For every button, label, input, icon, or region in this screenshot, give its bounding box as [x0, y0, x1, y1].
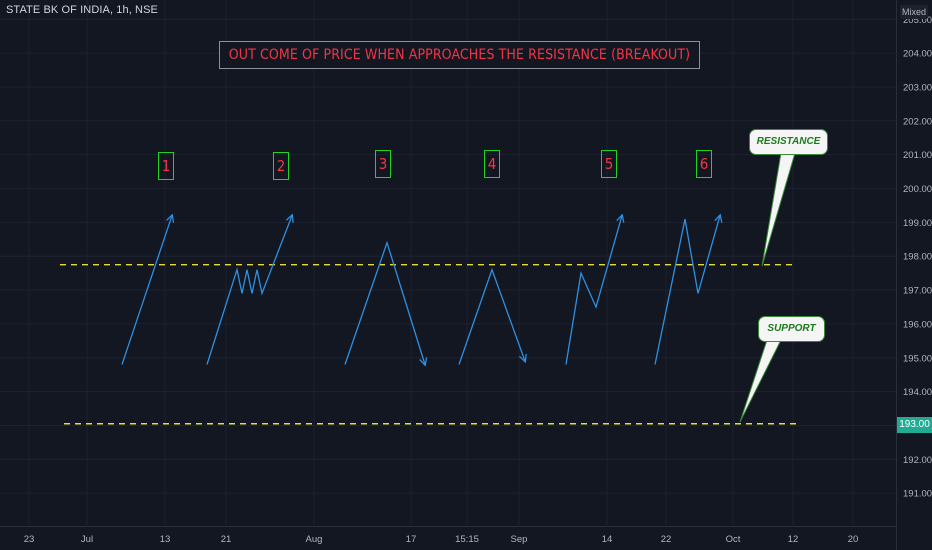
y-tick-label: 199.00	[903, 218, 932, 229]
pattern-path-1[interactable]	[121, 216, 172, 365]
pattern-number-4[interactable]: 4	[484, 150, 500, 178]
x-tick-label: 21	[221, 534, 232, 545]
y-tick-label: 197.00	[903, 286, 932, 297]
pattern-path-3[interactable]	[344, 240, 425, 365]
pattern-path-6[interactable]	[654, 216, 720, 365]
current-price-tag: 193.00	[897, 417, 932, 433]
x-tick-label: 22	[661, 534, 672, 545]
y-tick-label: 203.00	[903, 82, 932, 93]
callout-tails	[739, 152, 796, 423]
y-tick-label: 195.00	[903, 353, 932, 364]
resistance-callout-tail	[761, 152, 796, 267]
chart-grid	[0, 0, 896, 526]
pattern-number-6[interactable]: 6	[696, 150, 712, 178]
support-resistance-levels	[60, 263, 796, 425]
x-tick-label: 23	[24, 534, 35, 545]
chart-title-annotation[interactable]: OUT COME OF PRICE WHEN APPROACHES THE RE…	[219, 41, 700, 69]
pattern-path-2[interactable]	[206, 216, 292, 365]
pattern-number-2[interactable]: 2	[273, 152, 289, 180]
pattern-path-5[interactable]	[565, 216, 622, 365]
x-tick-label: Jul	[81, 534, 93, 545]
resistance-callout[interactable]: RESISTANCE	[749, 129, 828, 155]
pattern-number-3[interactable]: 3	[375, 150, 391, 178]
x-tick-label: 17	[406, 534, 417, 545]
time-axis[interactable]: 23 Jul 13 21 Aug 17 15:15 Sep 14 22 Oct 12 20	[24, 534, 859, 545]
x-tick-label: Aug	[306, 534, 323, 545]
y-tick-label: 194.00	[903, 387, 932, 398]
x-tick-label: 14	[602, 534, 613, 545]
pattern-number-1[interactable]: 1	[158, 152, 174, 180]
support-callout-tail	[739, 339, 782, 423]
x-tick-label: 12	[788, 534, 799, 545]
y-tick-label: 204.00	[903, 49, 932, 60]
y-tick-label: 202.00	[903, 116, 932, 127]
y-tick-label: 192.00	[903, 455, 932, 466]
symbol-label[interactable]: STATE BK OF INDIA, 1h, NSE	[6, 4, 158, 16]
y-tick-label: 196.00	[903, 319, 932, 330]
x-tick-label: 20	[848, 534, 859, 545]
price-paths	[121, 216, 720, 365]
x-tick-label: Sep	[511, 534, 528, 545]
y-tick-label: 205.00	[903, 15, 932, 26]
support-callout[interactable]: SUPPORT	[758, 316, 825, 342]
pattern-path-4[interactable]	[458, 267, 525, 365]
price-axis[interactable]: 191.00 192.00 194.00 195.00 196.00 197.00 198.…	[903, 15, 932, 500]
x-tick-label: 15:15	[455, 534, 479, 545]
x-tick-label: 13	[160, 534, 171, 545]
x-tick-label: Oct	[726, 534, 741, 545]
y-tick-label: 200.00	[903, 184, 932, 195]
y-tick-label: 198.00	[903, 252, 932, 263]
y-tick-label: 201.00	[903, 150, 932, 161]
pattern-number-5[interactable]: 5	[601, 150, 617, 178]
scale-mode-button[interactable]: Mixed	[900, 5, 928, 19]
y-tick-label: 191.00	[903, 489, 932, 500]
